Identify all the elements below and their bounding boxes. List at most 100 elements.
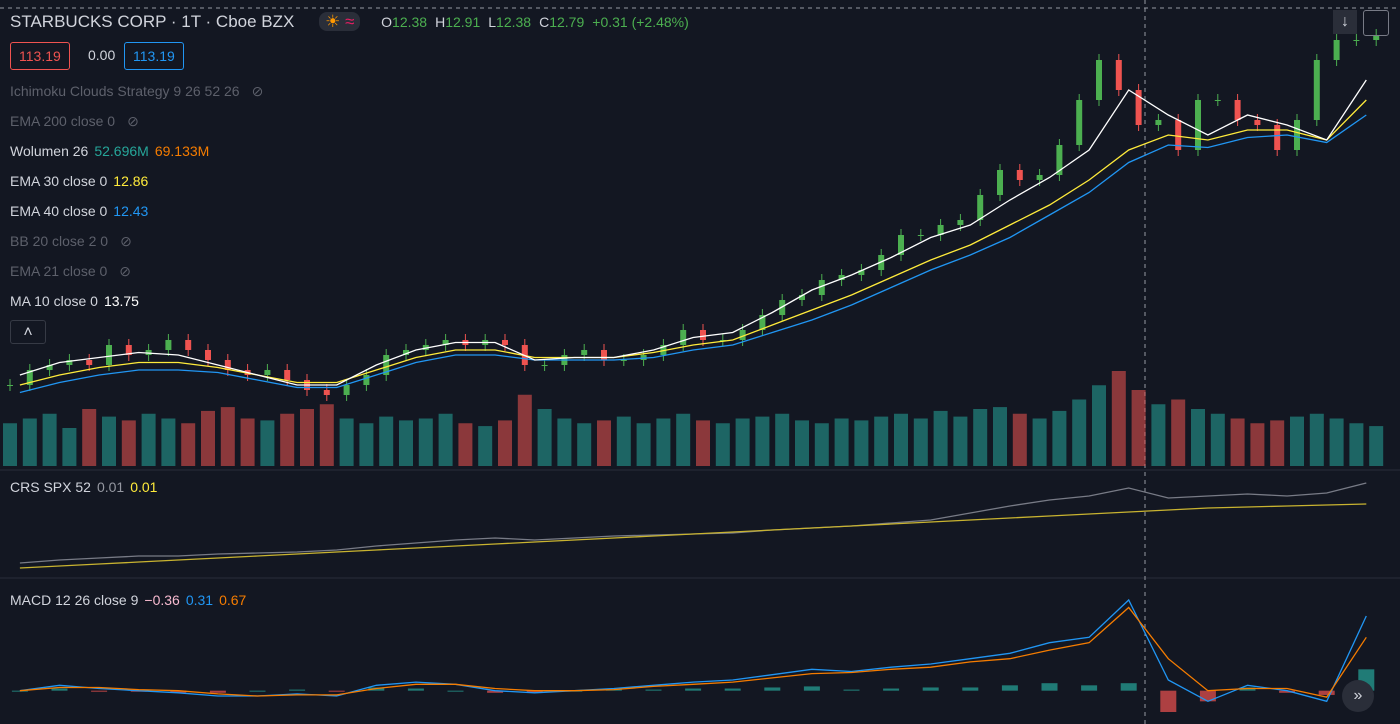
volume-bar bbox=[1092, 385, 1106, 466]
hidden-icon[interactable]: ⊘ bbox=[251, 83, 264, 99]
volume-bar bbox=[339, 418, 354, 466]
candle bbox=[620, 360, 627, 361]
indicator-value: −0.36 bbox=[144, 592, 180, 608]
candle bbox=[759, 315, 766, 330]
indicator-name: EMA 30 close 0 bbox=[10, 173, 108, 189]
volume-bar bbox=[300, 409, 314, 466]
volume-bar bbox=[1052, 410, 1067, 466]
volume-bar bbox=[399, 420, 413, 466]
volume-bar bbox=[755, 416, 770, 466]
indicator-legend[interactable]: MA 10 close 0 13.75 bbox=[10, 290, 139, 312]
indicator-legend[interactable]: EMA 30 close 0 12.86 bbox=[10, 170, 148, 192]
macd-histogram bbox=[922, 687, 939, 691]
go-to-latest[interactable]: » bbox=[1342, 680, 1374, 712]
volume-bar bbox=[181, 423, 196, 466]
indicator-name: EMA 200 close 0 bbox=[10, 113, 116, 129]
indicator-name: EMA 21 close 0 bbox=[10, 263, 108, 279]
candle bbox=[601, 350, 607, 360]
candle bbox=[1373, 35, 1380, 40]
volume-bar bbox=[1191, 409, 1205, 466]
hidden-icon[interactable]: ⊘ bbox=[127, 113, 139, 129]
ohlc-label: C bbox=[539, 14, 550, 30]
indicator-legend[interactable]: CRS SPX 52 0.01 0.01 bbox=[10, 476, 157, 498]
macd-histogram bbox=[249, 690, 266, 692]
macd-histogram bbox=[51, 688, 68, 691]
volume-bar bbox=[161, 418, 176, 466]
volume-bar bbox=[775, 413, 790, 466]
ma10-line bbox=[19, 79, 1367, 386]
volume-bar bbox=[1210, 413, 1225, 466]
macd-histogram bbox=[289, 689, 306, 691]
volume-bar bbox=[537, 409, 552, 466]
indicator-legend[interactable]: BB 20 close 2 0 ⊘ bbox=[10, 230, 132, 252]
indicator-value: 0.01 bbox=[130, 479, 158, 495]
scroll-button[interactable]: ↓ bbox=[1333, 10, 1357, 34]
candle bbox=[224, 360, 231, 370]
volume-bar bbox=[260, 420, 275, 466]
indicator-legend[interactable]: EMA 21 close 0 ⊘ bbox=[10, 260, 131, 282]
macd-histogram bbox=[11, 690, 28, 692]
candle bbox=[997, 170, 1003, 195]
macd-histogram bbox=[1160, 690, 1177, 712]
volume-bar bbox=[894, 413, 908, 466]
volume-bar bbox=[121, 420, 136, 466]
macd-histogram bbox=[764, 687, 781, 691]
crs-trend bbox=[19, 503, 1367, 569]
volume-bar bbox=[1250, 423, 1265, 466]
indicator-legend[interactable]: Ichimoku Clouds Strategy 9 26 52 26 ⊘ bbox=[10, 80, 263, 102]
candle bbox=[7, 385, 13, 386]
candle bbox=[1036, 175, 1043, 180]
volume-bar bbox=[62, 428, 77, 466]
volume-bar bbox=[933, 410, 948, 466]
ohlc-value: 12.79 bbox=[549, 14, 585, 30]
macd-histogram bbox=[1001, 685, 1018, 691]
candle bbox=[343, 385, 350, 395]
volume-bar bbox=[517, 394, 532, 466]
indicator-legend[interactable]: MACD 12 26 close 9 −0.36 0.31 0.67 bbox=[10, 589, 246, 611]
volume-bar bbox=[735, 418, 750, 466]
candle bbox=[858, 270, 865, 275]
macd-histogram bbox=[209, 690, 226, 693]
volume-bar bbox=[676, 413, 691, 466]
volume-bar bbox=[1072, 399, 1087, 466]
candle bbox=[1076, 100, 1083, 145]
candle bbox=[86, 360, 93, 365]
indicator-value: 12.86 bbox=[113, 173, 149, 189]
hidden-icon[interactable]: ⊘ bbox=[120, 233, 132, 249]
fullscreen-button[interactable] bbox=[1363, 10, 1389, 36]
candle bbox=[917, 235, 924, 236]
macd-line bbox=[19, 598, 1367, 703]
symbol[interactable]: STARBUCKS CORP · 1T · Cboe BZX bbox=[10, 12, 295, 31]
indicator-legend[interactable]: EMA 40 close 0 12.43 bbox=[10, 200, 148, 222]
indicator-value: 0.01 bbox=[96, 479, 125, 495]
volume-bar bbox=[913, 418, 928, 466]
macd-histogram bbox=[1041, 683, 1058, 691]
candle bbox=[1016, 170, 1023, 180]
candle bbox=[205, 350, 211, 360]
volume-bar bbox=[1329, 418, 1344, 466]
volume-bar bbox=[22, 418, 37, 466]
collapse-button[interactable]: ˄ bbox=[10, 320, 46, 344]
volume-bar bbox=[42, 413, 57, 466]
indicator-value: 52.696M bbox=[94, 143, 149, 159]
indicator-legend[interactable]: EMA 200 close 0 ⊘ bbox=[10, 110, 139, 132]
volume-bar bbox=[418, 418, 433, 466]
buy-button[interactable]: 113.19 bbox=[124, 42, 184, 70]
hidden-icon[interactable]: ⊘ bbox=[119, 263, 132, 279]
indicator-name: Wolumen 26 bbox=[10, 143, 89, 159]
indicator-name: MA 10 close 0 bbox=[10, 293, 98, 309]
indicator-legend[interactable]: Wolumen 26 52.696M 69.133M bbox=[10, 140, 209, 162]
volume-bar bbox=[1270, 420, 1285, 466]
volume-bar bbox=[1171, 399, 1186, 466]
volume-bar bbox=[1131, 390, 1146, 466]
volume-bar bbox=[834, 418, 849, 466]
session-icons[interactable]: ☀ ≈ bbox=[319, 12, 361, 31]
candle bbox=[383, 355, 390, 375]
candle bbox=[264, 370, 271, 375]
sell-button[interactable]: 113.19 bbox=[10, 42, 70, 70]
volume-bar bbox=[3, 423, 17, 466]
candle bbox=[1353, 40, 1360, 41]
indicator-name: Ichimoku Clouds Strategy 9 26 52 26 bbox=[10, 83, 240, 99]
candle bbox=[1056, 145, 1063, 175]
candle bbox=[1135, 90, 1142, 125]
